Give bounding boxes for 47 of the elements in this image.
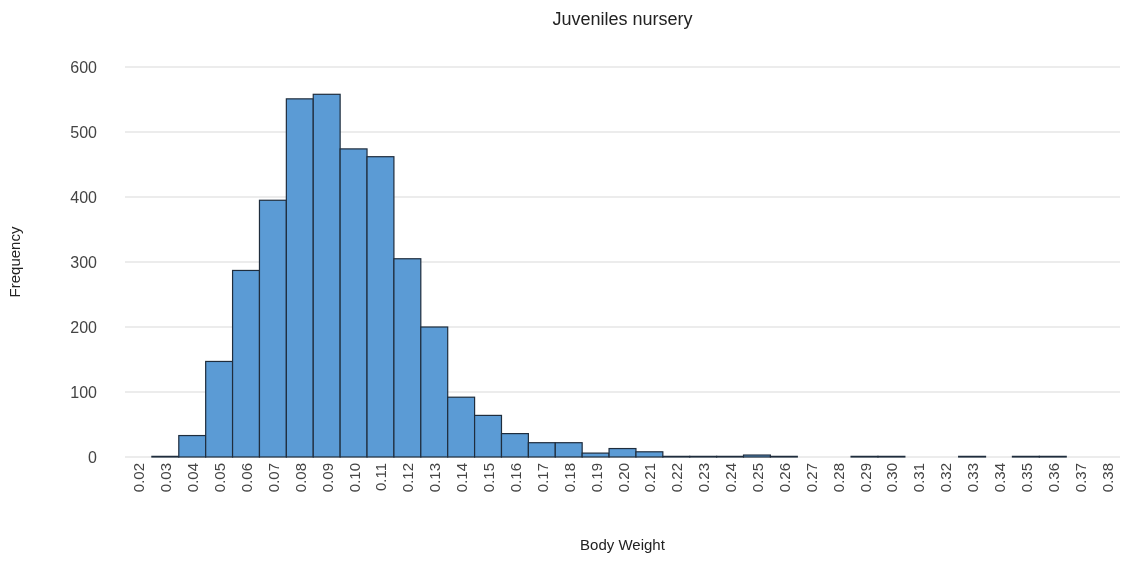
x-tick-label: 0.25 [748, 463, 766, 493]
x-tick-label: 0.20 [614, 463, 632, 493]
chart-title: Juveniles nursery [552, 9, 693, 29]
x-tick-label: 0.30 [883, 463, 901, 493]
x-tick-label: 0.29 [856, 463, 874, 493]
x-tick-label: 0.12 [399, 463, 417, 493]
x-tick-label: 0.27 [802, 463, 820, 493]
x-tick-label: 0.31 [910, 463, 928, 493]
x-tick-label: 0.05 [211, 463, 229, 493]
x-tick-label: 0.15 [480, 463, 498, 493]
x-tick-label: 0.09 [318, 463, 336, 493]
x-tick-label: 0.13 [426, 463, 444, 493]
x-tick-label: 0.32 [937, 463, 955, 493]
x-tick-label: 0.03 [157, 463, 175, 493]
x-tick-label: 0.10 [345, 463, 363, 493]
x-tick-label: 0.26 [775, 463, 793, 493]
x-tick-label: 0.07 [264, 463, 282, 493]
x-tick-label: 0.24 [722, 463, 740, 493]
x-tick-label: 0.08 [291, 463, 309, 493]
x-axis-title: Body Weight [580, 536, 666, 553]
x-tick-label: 0.11 [372, 463, 390, 492]
y-tick-label: 600 [70, 58, 98, 76]
y-tick-label: 0 [88, 448, 98, 466]
x-tick-label: 0.37 [1071, 463, 1089, 493]
x-tick-label: 0.18 [560, 463, 578, 493]
x-tick-label: 0.38 [1098, 463, 1116, 493]
y-tick-label: 500 [70, 123, 98, 141]
x-tick-label: 0.28 [829, 463, 847, 493]
y-tick-label: 100 [70, 383, 98, 401]
x-tick-label: 0.22 [668, 463, 686, 493]
x-tick-label: 0.19 [587, 463, 605, 493]
x-tick-label: 0.23 [695, 463, 713, 493]
x-tick-label: 0.33 [964, 463, 982, 493]
x-tick-label: 0.34 [990, 463, 1008, 493]
x-tick-label: 0.04 [184, 463, 202, 493]
y-tick-label: 400 [70, 188, 98, 206]
x-tick-label: 0.21 [641, 463, 659, 493]
x-tick-label: 0.06 [238, 463, 256, 493]
x-tick-label: 0.17 [533, 463, 551, 493]
x-tick-label: 0.35 [1017, 463, 1035, 493]
y-tick-label: 200 [70, 318, 98, 336]
x-tick-label: 0.14 [453, 463, 471, 493]
x-tick-label: 0.02 [130, 463, 148, 493]
x-tick-label: 0.36 [1044, 463, 1062, 493]
y-tick-label: 300 [70, 253, 98, 271]
x-tick-label: 0.16 [506, 463, 524, 493]
y-axis-title: Frequency [6, 226, 23, 298]
